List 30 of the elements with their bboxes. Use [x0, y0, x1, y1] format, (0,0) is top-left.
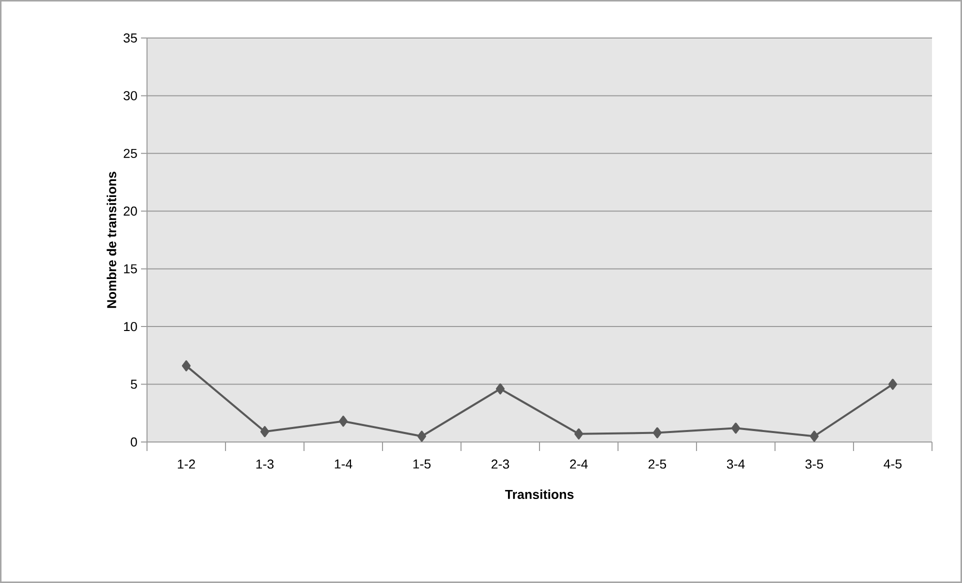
point [260, 426, 270, 438]
point [417, 430, 426, 442]
x-axis-title: Transitions [505, 490, 574, 500]
y-tick-label: 5 [130, 380, 137, 389]
x-tick-label: 4-5 [884, 460, 902, 469]
x-tick-label: 2-4 [570, 460, 588, 469]
x-tick-label: 1-5 [413, 460, 431, 469]
x-tick-label: 2-5 [648, 460, 666, 469]
point [574, 428, 584, 440]
y-tick-label: 20 [124, 206, 137, 216]
point [338, 416, 348, 427]
y-tick-label: 25 [124, 148, 137, 158]
x-tick-label: 1-4 [334, 460, 352, 468]
y-tick-label: 10 [124, 322, 137, 332]
x-tick-label: 1-2 [178, 460, 195, 469]
x-tick-label: 2-3 [492, 460, 510, 469]
x-tick-label: 3-4 [726, 460, 745, 469]
x-tick-label: 3-5 [805, 460, 824, 469]
point [888, 378, 898, 390]
y-tick-label: 30 [124, 91, 137, 100]
y-tick-label: 15 [124, 264, 137, 274]
point [652, 427, 662, 438]
point [182, 360, 191, 372]
x-tick-label: 1-3 [256, 460, 274, 469]
y-tick-label: 35 [124, 33, 137, 43]
y-tick-label: 0 [130, 437, 137, 447]
y-axis-title: Nombre de transitions [106, 172, 116, 308]
point [731, 422, 740, 434]
point [496, 383, 505, 394]
point [810, 430, 819, 442]
